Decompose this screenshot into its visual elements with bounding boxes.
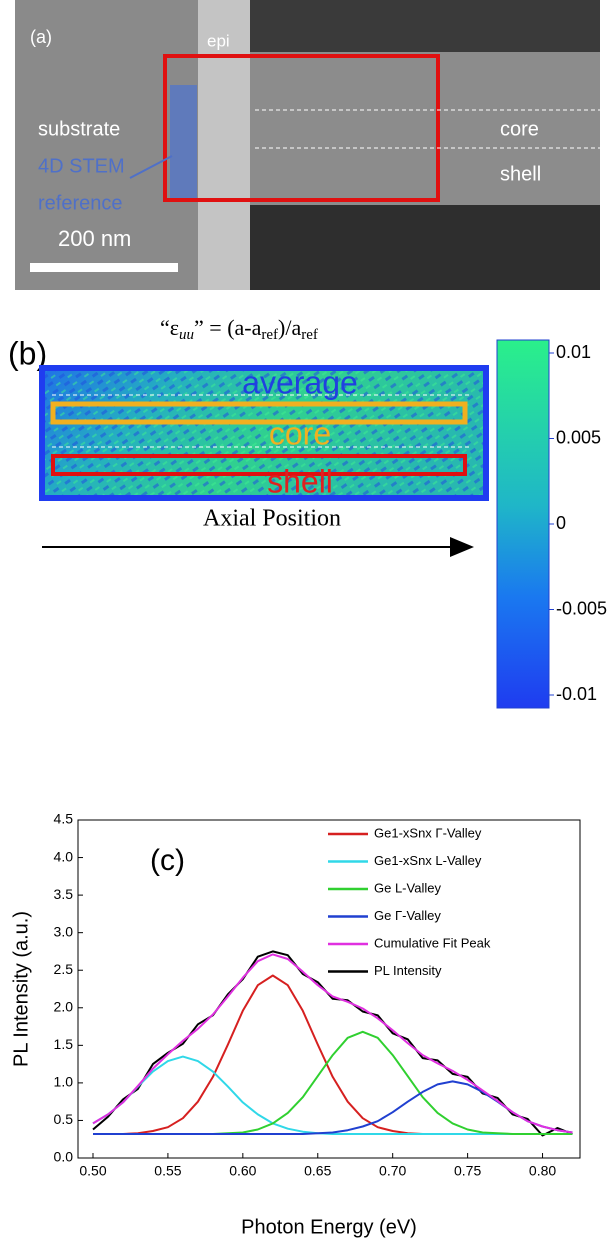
colorbar-tick-label: 0 xyxy=(556,513,566,533)
panel-label: (c) xyxy=(150,844,185,877)
x-tick-label: 0.55 xyxy=(154,1163,181,1179)
pointer xyxy=(129,155,173,179)
legend-label: Ge L-Valley xyxy=(374,880,441,895)
map-label: shell xyxy=(267,463,333,499)
x-tick-label: 0.80 xyxy=(529,1163,556,1179)
label-reference: reference xyxy=(38,192,123,214)
dark-region xyxy=(250,0,600,52)
y-tick-label: 1.5 xyxy=(54,1036,74,1052)
x-axis-title: Photon Energy (eV) xyxy=(241,1216,417,1238)
formula-part: ” = (a-a xyxy=(194,315,262,340)
axis-label: Axial Position xyxy=(203,506,341,532)
label-epi: epi xyxy=(207,31,230,50)
y-axis-title: PL Intensity (a.u.) xyxy=(10,911,32,1067)
scale-label: 200 nm xyxy=(58,226,131,251)
x-tick-label: 0.75 xyxy=(454,1163,481,1179)
y-tick-label: 2.0 xyxy=(54,998,74,1014)
formula-part: “ε xyxy=(160,315,179,340)
map-label: average xyxy=(242,364,358,400)
map-label: core xyxy=(269,415,331,451)
y-tick-label: 3.5 xyxy=(54,886,74,902)
x-tick-label: 0.65 xyxy=(304,1163,331,1179)
y-tick-label: 4.0 xyxy=(54,848,74,864)
x-tick-label: 0.60 xyxy=(229,1163,256,1179)
x-tick-label: 0.50 xyxy=(79,1163,106,1179)
nanowire xyxy=(250,52,600,205)
series-line xyxy=(93,1030,573,1135)
dark-region xyxy=(250,205,600,290)
colorbar-tick-label: -0.005 xyxy=(556,598,607,618)
series-line xyxy=(92,950,573,1137)
formula-part: )/a xyxy=(278,315,301,340)
y-tick-label: 1.0 xyxy=(54,1074,74,1090)
label-shell: shell xyxy=(500,163,541,185)
panel-a: (a) epi substrate 4D STEM reference 200 … xyxy=(15,0,600,290)
series-line xyxy=(92,953,573,1134)
label-reference: 4D STEM xyxy=(38,155,125,177)
reference-area xyxy=(170,85,197,198)
panel-c xyxy=(77,819,581,1159)
epi-layer xyxy=(198,0,250,290)
y-tick-label: 4.5 xyxy=(54,811,74,827)
panel-b: (b) “εuu” = (a-aref)/aref average core s… xyxy=(8,315,550,709)
roi-box xyxy=(163,54,440,202)
colorbar-tick-label: -0.01 xyxy=(556,684,597,704)
legend-label: Ge1-xSnx L-Valley xyxy=(374,853,482,868)
formula-sub: uu xyxy=(179,327,194,343)
formula-sub: ref xyxy=(301,327,318,343)
colorbar-tick-label: 0.005 xyxy=(556,427,601,447)
substrate-region xyxy=(15,0,200,290)
y-tick-label: 0.5 xyxy=(54,1111,74,1127)
formula-sub: ref xyxy=(261,327,278,343)
legend-label: Ge Γ-Valley xyxy=(374,908,441,923)
series-line xyxy=(92,1055,573,1135)
series-line xyxy=(93,1080,573,1135)
label-core: core xyxy=(500,118,539,140)
y-tick-label: 3.0 xyxy=(54,923,74,939)
scale-bar xyxy=(30,263,178,272)
legend-label: PL Intensity xyxy=(374,963,442,978)
plot-frame xyxy=(77,819,581,1159)
core-box xyxy=(50,401,468,425)
legend-label: Cumulative Fit Peak xyxy=(374,935,491,950)
shell-box xyxy=(51,454,467,476)
label-substrate: substrate xyxy=(38,118,120,140)
colorbar xyxy=(496,339,550,709)
panel-label: (a) xyxy=(30,27,52,47)
colorbar-tick-label: 0.01 xyxy=(556,342,591,362)
legend-label: Ge1-xSnx Γ-Valley xyxy=(374,825,482,840)
x-tick-label: 0.70 xyxy=(379,1163,406,1179)
formula: “εuu” = (a-aref)/aref xyxy=(160,315,318,343)
y-tick-label: 2.5 xyxy=(54,961,74,977)
y-tick-label: 0.0 xyxy=(54,1149,74,1165)
